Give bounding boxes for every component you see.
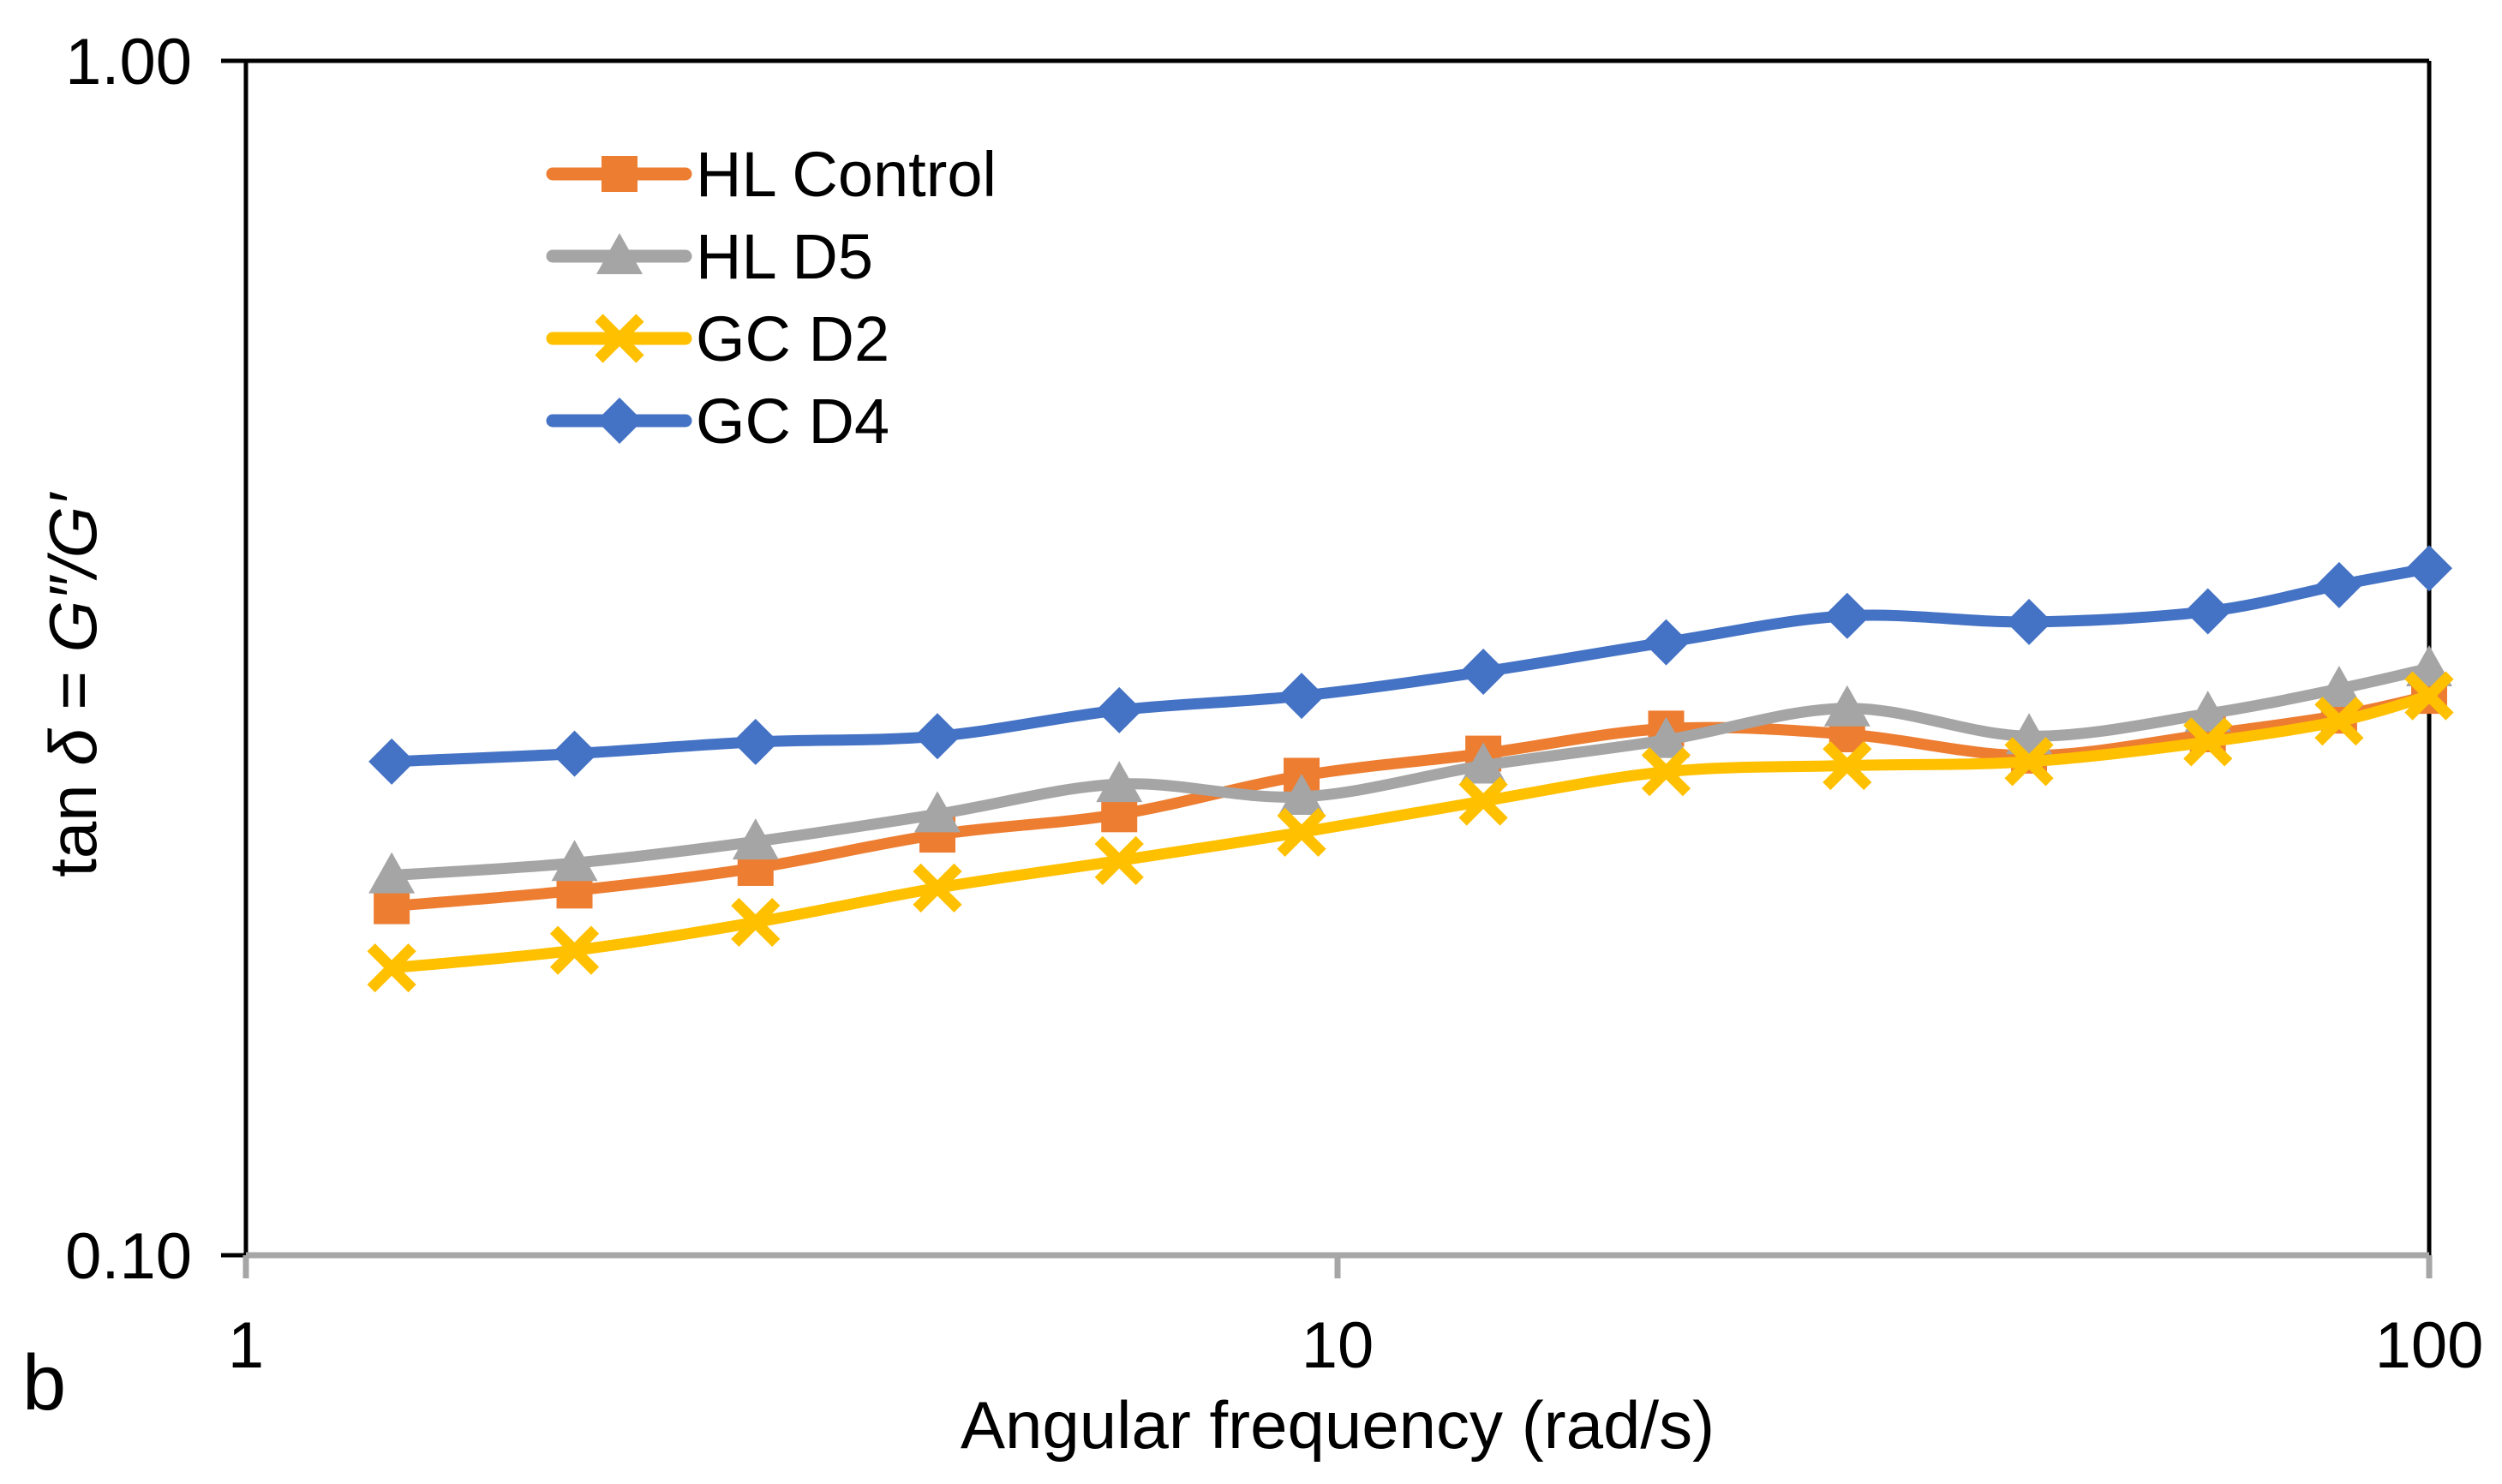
marker-triangle: [1460, 742, 1507, 784]
marker-x: [549, 925, 600, 975]
marker-triangle: [596, 233, 643, 274]
marker-x: [2183, 717, 2233, 767]
marker-triangle: [732, 818, 779, 860]
marker-diamond: [1278, 673, 1326, 720]
marker-x: [595, 314, 644, 363]
series-gc-d4: [368, 545, 2452, 785]
legend-label-hl-control: HL Control: [696, 139, 997, 210]
marker-triangle: [1278, 773, 1326, 815]
marker-diamond: [596, 398, 643, 444]
y-tick-label-min: 0.10: [65, 1220, 192, 1293]
marker-diamond: [732, 718, 779, 765]
marker-square: [374, 888, 410, 925]
marker-triangle: [551, 840, 598, 882]
legend-item-hl-control: HL Control: [546, 139, 997, 210]
marker-diamond: [1096, 686, 1143, 733]
marker-x: [367, 943, 416, 993]
marker-x: [1641, 747, 1691, 797]
marker-diamond: [2184, 588, 2231, 635]
marker-triangle: [2184, 691, 2231, 733]
legend-item-hl-d5: HL D5: [546, 221, 873, 292]
x-axis-line-layer: [242, 1252, 2433, 1278]
marker-triangle: [1643, 716, 1690, 758]
legend: HL Control HL D5 GC D2 GC D4: [546, 139, 997, 457]
y-axis-title: tan δ = G″/G′: [35, 492, 111, 877]
marker-diamond: [2006, 598, 2053, 645]
marker-diamond: [2406, 545, 2452, 592]
series-gc-d2: [367, 671, 2454, 993]
series-hl-control: [374, 678, 2447, 925]
series-line-gc-d2: [386, 690, 2435, 974]
marker-diamond: [551, 730, 598, 777]
marker-triangle: [368, 852, 416, 894]
legend-item-gc-d4: GC D4: [546, 386, 889, 457]
marker-diamond: [1823, 592, 1871, 639]
series-line-hl-d5: [386, 662, 2435, 882]
legend-label-gc-d4: GC D4: [696, 386, 889, 457]
marker-x: [1823, 740, 1872, 791]
marker-triangle: [2406, 645, 2452, 687]
x-tick-label-1: 1: [228, 1309, 264, 1382]
marker-triangle: [914, 791, 961, 833]
marker-x: [2314, 697, 2364, 746]
x-axis-title: Angular frequency (rad/s): [961, 1387, 1715, 1463]
plot-border: [243, 58, 2432, 1258]
series-hl-d5: [368, 645, 2452, 894]
series-layer: [367, 545, 2454, 993]
legend-item-gc-d2: GC D2: [546, 303, 889, 374]
marker-square: [602, 156, 637, 192]
panel-label: b: [22, 1339, 66, 1427]
y-tick-label-max: 1.00: [65, 26, 192, 99]
marker-triangle: [1096, 761, 1143, 803]
marker-x: [2004, 737, 2054, 787]
marker-x: [1277, 807, 1326, 857]
marker-diamond: [1460, 648, 1507, 695]
marker-diamond: [368, 738, 416, 785]
x-tick-label-100: 100: [2375, 1309, 2484, 1382]
marker-triangle: [2315, 665, 2362, 707]
marker-x: [731, 897, 781, 948]
marker-square: [1101, 796, 1138, 833]
marker-x: [913, 863, 962, 913]
marker-triangle: [1823, 685, 1871, 727]
y-axis-ticks: [221, 58, 246, 1258]
marker-x: [1094, 835, 1144, 885]
x-tick-label-10: 10: [1302, 1309, 1374, 1382]
legend-label-hl-d5: HL D5: [696, 221, 873, 292]
marker-diamond: [2315, 561, 2362, 608]
marker-diamond: [1643, 619, 1690, 666]
marker-x: [2404, 671, 2454, 721]
legend-label-gc-d2: GC D2: [696, 303, 889, 374]
marker-diamond: [914, 713, 961, 760]
marker-x: [1458, 776, 1508, 826]
